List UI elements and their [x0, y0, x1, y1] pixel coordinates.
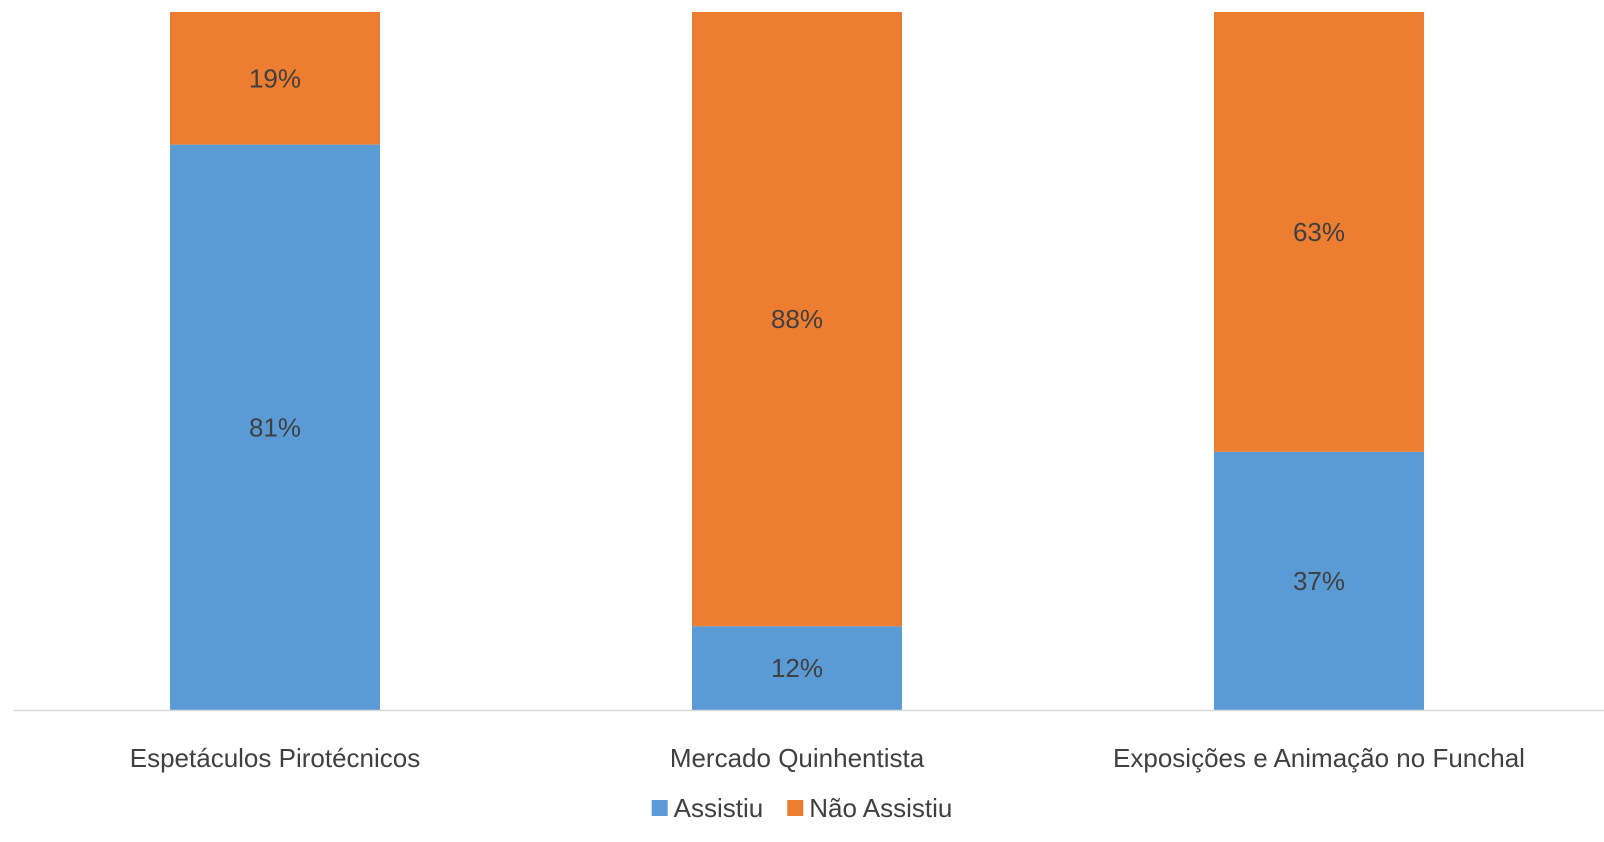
category-label-0: Espetáculos Pirotécnicos	[130, 743, 420, 773]
category-labels: Espetáculos Pirotécnicos Mercado Quinhent…	[130, 743, 1525, 773]
data-label-assistiu-0: 81%	[249, 412, 301, 442]
legend-label-assistiu: Assistiu	[674, 793, 764, 823]
bar-assistiu-0	[170, 144, 380, 710]
legend-swatch-assistiu	[651, 800, 668, 816]
bars-group: 81% 19% 12% 88% 37% 63%	[170, 12, 1424, 710]
data-label-assistiu-2: 37%	[1293, 566, 1345, 596]
data-label-nao-assistiu-0: 19%	[249, 63, 301, 93]
legend-swatch-nao-assistiu	[787, 800, 804, 816]
category-label-2: Exposições e Animação no Funchal	[1113, 743, 1525, 773]
category-label-1: Mercado Quinhentista	[670, 743, 925, 773]
data-label-nao-assistiu-2: 63%	[1293, 217, 1345, 247]
bar-assistiu-1	[692, 626, 902, 710]
legend: Assistiu Não Assistiu	[651, 793, 952, 823]
bar-nao-assistiu-2	[1214, 12, 1424, 452]
data-label-assistiu-1: 12%	[771, 653, 823, 683]
legend-label-nao-assistiu: Não Assistiu	[809, 793, 952, 823]
bar-assistiu-2	[1214, 451, 1424, 710]
bar-nao-assistiu-1	[692, 12, 902, 627]
data-label-nao-assistiu-1: 88%	[771, 304, 823, 334]
bar-nao-assistiu-0	[170, 12, 380, 145]
